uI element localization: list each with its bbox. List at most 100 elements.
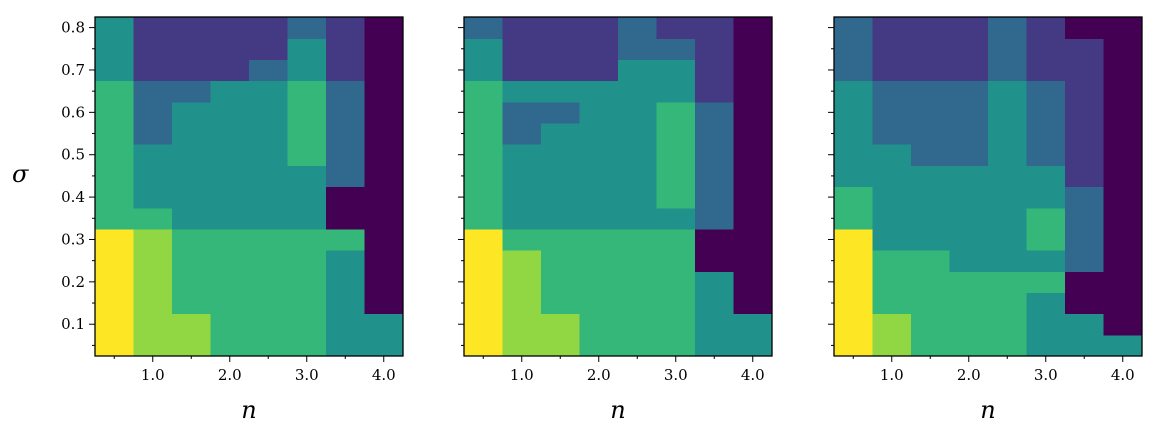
heatmap-cell bbox=[210, 144, 250, 166]
heatmap-cell bbox=[872, 228, 912, 251]
heatmap-cell bbox=[656, 228, 696, 251]
heatmap-cell bbox=[502, 59, 542, 82]
x-axis-title: n bbox=[241, 396, 256, 424]
heatmap-cell bbox=[1026, 207, 1066, 230]
heatmap-cell bbox=[579, 228, 619, 251]
heatmap-cell bbox=[1103, 38, 1143, 60]
heatmap-cell bbox=[464, 334, 504, 357]
heatmap-cell bbox=[656, 250, 696, 272]
heatmap-cell bbox=[911, 122, 951, 145]
heatmap-cell bbox=[872, 38, 912, 60]
heatmap-cell bbox=[464, 144, 504, 166]
heatmap-cell bbox=[1065, 101, 1105, 124]
heatmap-cell bbox=[733, 334, 773, 357]
heatmap-cell bbox=[872, 122, 912, 145]
heatmap-cell bbox=[834, 186, 874, 209]
heatmap-cell bbox=[210, 122, 250, 145]
heatmap-cell bbox=[541, 228, 581, 251]
heatmap-cell bbox=[210, 250, 250, 272]
heatmap-cell bbox=[695, 80, 735, 103]
heatmap-cell bbox=[911, 165, 951, 188]
heatmap-cell bbox=[988, 250, 1028, 272]
heatmap-cell bbox=[172, 38, 212, 60]
x-tick-label: 1.0 bbox=[510, 366, 534, 384]
heatmap-cell bbox=[287, 165, 327, 188]
heatmap-cell bbox=[656, 80, 696, 103]
heatmap-cell bbox=[733, 292, 773, 315]
heatmap-cell bbox=[695, 228, 735, 251]
heatmap-cell bbox=[1026, 271, 1066, 294]
heatmap-panel-3: 1.0 2.0 3.0 4.0 n bbox=[828, 16, 1143, 424]
heatmap-cell bbox=[464, 250, 504, 272]
heatmap-cell bbox=[733, 17, 773, 39]
x-tick-label: 2.0 bbox=[218, 366, 242, 384]
heatmap-cell bbox=[579, 250, 619, 272]
heatmap-cell bbox=[988, 38, 1028, 60]
y-tick-label: 0.5 bbox=[61, 146, 85, 164]
heatmap-cell bbox=[911, 292, 951, 315]
heatmap-cell bbox=[541, 17, 581, 39]
heatmap-cell bbox=[911, 334, 951, 357]
heatmap-cell bbox=[988, 292, 1028, 315]
heatmap-cell bbox=[579, 313, 619, 336]
heatmap-cell bbox=[95, 186, 135, 209]
heatmap-cell bbox=[834, 228, 874, 251]
y-tick-label: 0.6 bbox=[61, 103, 85, 121]
heatmap-cell bbox=[618, 250, 658, 272]
heatmap-cell bbox=[834, 313, 874, 336]
heatmap-cell bbox=[656, 207, 696, 230]
heatmap-cell bbox=[364, 228, 404, 251]
heatmap-cell bbox=[249, 313, 289, 336]
heatmap-cell bbox=[695, 271, 735, 294]
heatmap-cell bbox=[133, 38, 173, 60]
heatmap-cell bbox=[541, 186, 581, 209]
heatmap-cell bbox=[579, 271, 619, 294]
heatmap-cell bbox=[656, 334, 696, 357]
heatmap-cell bbox=[949, 38, 989, 60]
heatmap-cell bbox=[326, 59, 366, 82]
heatmap-cell bbox=[210, 228, 250, 251]
heatmap-cell bbox=[249, 122, 289, 145]
heatmap-cell bbox=[1065, 80, 1105, 103]
y-axis-title: σ bbox=[12, 160, 29, 188]
heatmap-cell bbox=[1065, 165, 1105, 188]
heatmap-cell bbox=[988, 313, 1028, 336]
x-axis-title: n bbox=[610, 396, 625, 424]
heatmap-cell bbox=[695, 186, 735, 209]
heatmap-cell bbox=[1103, 144, 1143, 166]
heatmap-cell bbox=[364, 313, 404, 336]
heatmap-cell bbox=[364, 334, 404, 357]
heatmap-cell bbox=[618, 101, 658, 124]
heatmap-cell bbox=[364, 80, 404, 103]
x-tick-label: 3.0 bbox=[295, 366, 319, 384]
plot-frame bbox=[833, 16, 1143, 357]
y-tick-label: 0.1 bbox=[61, 315, 85, 333]
heatmap-cell bbox=[1026, 334, 1066, 357]
heatmap-cell bbox=[364, 165, 404, 188]
heatmap-cell bbox=[1103, 207, 1143, 230]
heatmap-cell bbox=[287, 334, 327, 357]
heatmap-cell bbox=[287, 228, 327, 251]
heatmap-cell bbox=[541, 80, 581, 103]
heatmap-cell bbox=[502, 334, 542, 357]
heatmap-cell bbox=[834, 80, 874, 103]
heatmap-cell bbox=[618, 228, 658, 251]
heatmap-cell bbox=[1065, 313, 1105, 336]
heatmap-cell bbox=[949, 101, 989, 124]
heatmap-cell bbox=[326, 144, 366, 166]
heatmap-cell bbox=[579, 80, 619, 103]
heatmap-cell bbox=[1026, 186, 1066, 209]
heatmap-cell bbox=[326, 228, 366, 251]
heatmap-cell bbox=[95, 122, 135, 145]
heatmap-cell bbox=[502, 122, 542, 145]
heatmap-cell bbox=[872, 207, 912, 230]
heatmap-cell bbox=[656, 165, 696, 188]
heatmap-cell bbox=[210, 186, 250, 209]
heatmap-cell bbox=[364, 101, 404, 124]
heatmap-cell bbox=[95, 59, 135, 82]
heatmap-cell bbox=[618, 292, 658, 315]
heatmap-cell bbox=[949, 165, 989, 188]
heatmap-cell bbox=[249, 80, 289, 103]
heatmap-cell bbox=[656, 186, 696, 209]
heatmap-cell bbox=[695, 38, 735, 60]
